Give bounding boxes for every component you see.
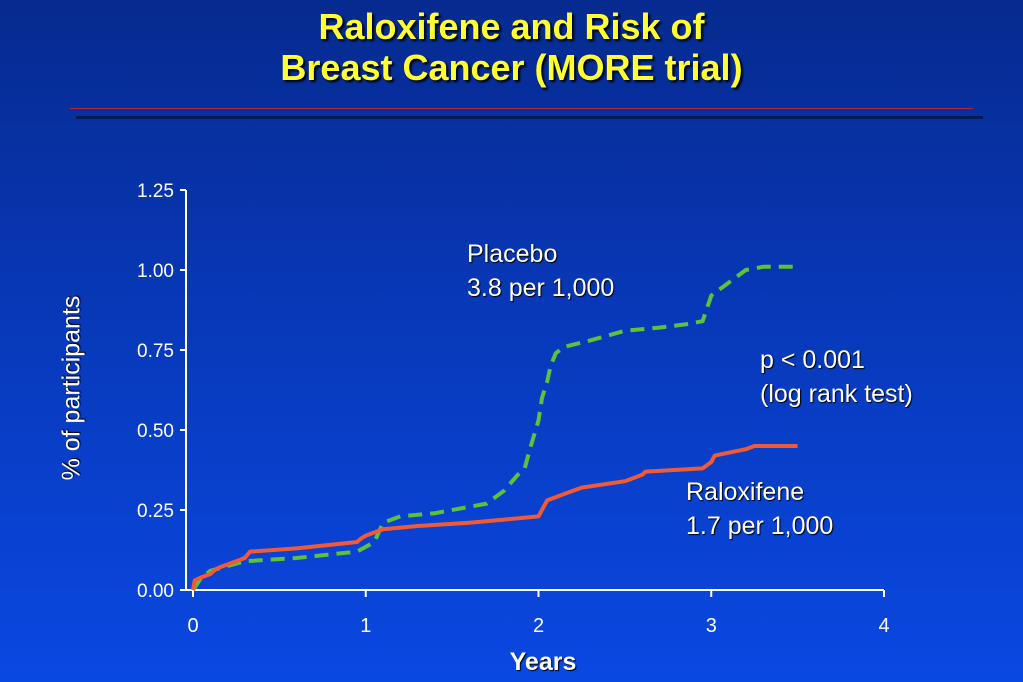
- x-tick-label: 4: [878, 615, 889, 637]
- y-tick-label: 1.25: [137, 181, 174, 202]
- raloxifene-rate: 1.7 per 1,000: [686, 512, 834, 540]
- raloxifene-label: Raloxifene: [686, 478, 805, 506]
- placebo-rate: 3.8 per 1,000: [467, 274, 615, 302]
- chart-axes: 0.00 0.25 0.50 0.75 1.00 1.25 0 1 2 3 4: [137, 181, 890, 637]
- y-axis-label: % of participants: [57, 295, 86, 481]
- placebo-line: [191, 264, 798, 592]
- test-name-text: (log rank test): [760, 380, 913, 408]
- x-tick-label: 2: [533, 615, 544, 637]
- x-tick-label: 3: [706, 615, 717, 637]
- chart-series: [191, 264, 798, 592]
- title-line-1: Raloxifene and Risk of: [318, 6, 705, 47]
- raloxifene-annotation: Raloxifene 1.7 per 1,000: [686, 475, 833, 543]
- title-underline-shadow: [76, 116, 983, 119]
- pvalue-text: p < 0.001: [760, 346, 865, 374]
- y-tick-label: 0.25: [137, 501, 174, 522]
- x-axis-label: Years: [509, 648, 577, 676]
- placebo-label: Placebo: [467, 240, 558, 268]
- y-tick-label: 1.00: [137, 261, 174, 282]
- title-underline: [70, 108, 973, 109]
- raloxifene-line: [191, 444, 798, 591]
- y-tick-label: 0.00: [137, 581, 174, 602]
- pvalue-annotation: p < 0.001 (log rank test): [760, 343, 913, 411]
- y-tick-label: 0.50: [137, 421, 174, 442]
- placebo-annotation: Placebo 3.8 per 1,000: [467, 237, 614, 305]
- x-tick-label: 1: [360, 615, 371, 637]
- title-line-2: Breast Cancer (MORE trial): [280, 47, 743, 88]
- slide-title: Raloxifene and Risk of Breast Cancer (MO…: [0, 6, 1023, 88]
- y-tick-label: 0.75: [137, 341, 174, 362]
- x-tick-label: 0: [187, 615, 198, 637]
